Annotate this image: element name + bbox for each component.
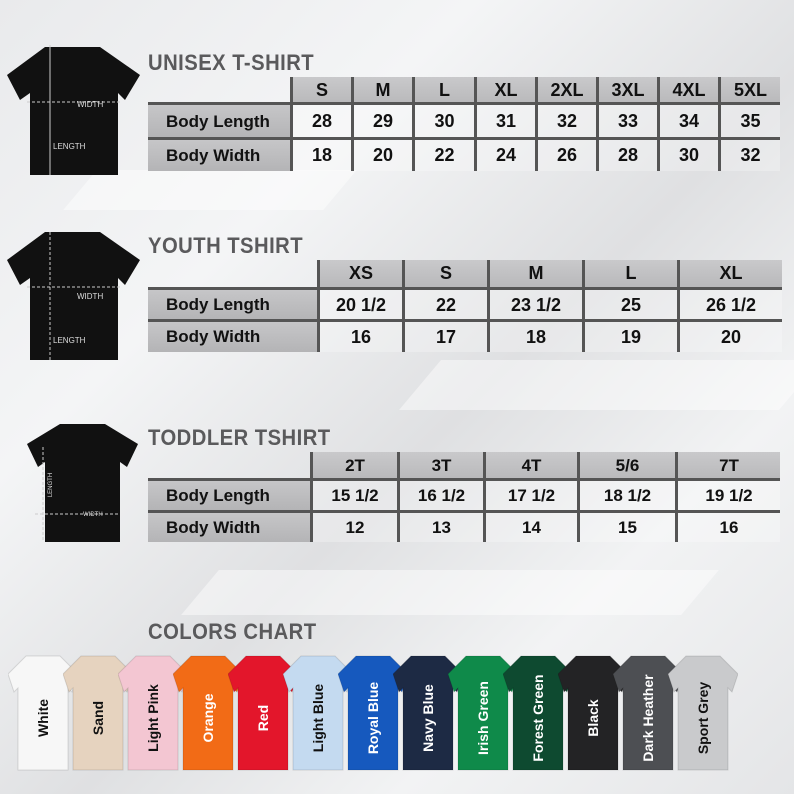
measurement-cell: 17 <box>402 322 487 352</box>
measurement-cell: 17 1/2 <box>483 481 577 510</box>
size-header: 5XL <box>718 77 780 103</box>
size-header: XS <box>317 260 402 287</box>
row-divider <box>148 510 780 513</box>
size-header: L <box>412 77 474 103</box>
size-header: L <box>582 260 677 287</box>
youth-title: YOUTH TSHIRT <box>148 233 304 258</box>
color-name: Light Blue <box>310 683 326 753</box>
measurement-cell: 28 <box>596 140 657 171</box>
size-header: 4XL <box>657 77 718 103</box>
color-name: Forest Green <box>530 674 546 762</box>
measurement-cell: 33 <box>596 105 657 138</box>
measurement-cell: 24 <box>474 140 535 171</box>
size-header: 5/6 <box>577 452 675 479</box>
size-header: 3T <box>397 452 483 479</box>
measurement-cell: 30 <box>412 105 474 138</box>
measurement-cell: 18 1/2 <box>577 481 675 510</box>
measurement-cell: 34 <box>657 105 718 138</box>
measurement-cell: 29 <box>351 105 412 138</box>
row-label: Body Width <box>148 140 290 171</box>
row-divider <box>148 102 780 105</box>
color-name: Red <box>255 704 271 732</box>
size-header: 7T <box>675 452 780 479</box>
size-header: M <box>351 77 412 103</box>
toddler-tshirt-diagram: WIDTH LENGTH <box>25 422 140 544</box>
size-header: S <box>402 260 487 287</box>
measurement-cell: 18 <box>290 140 351 171</box>
measurement-cell: 26 <box>535 140 596 171</box>
color-name: Dark Heather <box>640 674 656 762</box>
size-header: 2XL <box>535 77 596 103</box>
measurement-cell: 16 <box>317 322 402 352</box>
measurement-cell: 22 <box>412 140 474 171</box>
color-name: Navy Blue <box>420 684 436 752</box>
row-divider <box>148 137 780 140</box>
measurement-cell: 13 <box>397 513 483 542</box>
length-label: LENGTH <box>53 142 86 151</box>
unisex-title: UNISEX T-SHIRT <box>148 50 315 75</box>
measurement-cell: 31 <box>474 105 535 138</box>
row-divider <box>148 319 782 322</box>
color-name: White <box>35 698 51 738</box>
measurement-cell: 25 <box>582 290 677 320</box>
unisex-tshirt-diagram: WIDTH LENGTH <box>5 45 140 175</box>
color-swatch[interactable]: Sport Grey <box>667 652 739 772</box>
color-name: Royal Blue <box>365 681 381 755</box>
tshirt-icon <box>7 45 140 175</box>
row-label: Body Length <box>148 481 310 510</box>
size-header: M <box>487 260 582 287</box>
color-name: Black <box>585 699 601 737</box>
tshirt-icon <box>27 424 138 542</box>
measurement-cell: 30 <box>657 140 718 171</box>
row-label: Body Length <box>148 105 290 138</box>
size-header: S <box>290 77 351 103</box>
width-label: WIDTH <box>77 292 104 301</box>
tshirt-icon <box>667 655 739 771</box>
measurement-cell: 19 1/2 <box>675 481 780 510</box>
measurement-cell: 14 <box>483 513 577 542</box>
youth-tshirt-diagram: WIDTH LENGTH <box>5 230 140 360</box>
colors-title: COLORS CHART <box>148 619 317 644</box>
color-name: Sand <box>90 700 106 736</box>
measurement-cell: 28 <box>290 105 351 138</box>
toddler-title: TODDLER TSHIRT <box>148 425 331 450</box>
measurement-cell: 16 <box>675 513 780 542</box>
length-label: LENGTH <box>53 336 86 345</box>
measurement-cell: 15 <box>577 513 675 542</box>
row-divider <box>148 287 782 290</box>
color-name: Orange <box>200 693 216 743</box>
measurement-cell: 19 <box>582 322 677 352</box>
size-header: XL <box>474 77 535 103</box>
measurement-cell: 16 1/2 <box>397 481 483 510</box>
size-header: 4T <box>483 452 577 479</box>
measurement-cell: 32 <box>718 140 780 171</box>
color-name: Sport Grey <box>695 681 711 755</box>
measurement-cell: 32 <box>535 105 596 138</box>
row-label: Body Width <box>148 322 317 352</box>
size-header: XL <box>677 260 782 287</box>
length-label: LENGTH <box>48 472 55 498</box>
width-label: WIDTH <box>77 100 104 109</box>
size-header: 2T <box>310 452 397 479</box>
tshirt-icon <box>7 232 140 360</box>
measurement-cell: 12 <box>310 513 397 542</box>
row-label: Body Length <box>148 290 317 320</box>
measurement-cell: 22 <box>402 290 487 320</box>
measurement-cell: 20 1/2 <box>317 290 402 320</box>
color-name: Irish Green <box>475 681 491 755</box>
width-label: WIDTH <box>83 512 103 518</box>
measurement-cell: 15 1/2 <box>310 481 397 510</box>
measurement-cell: 20 <box>677 322 782 352</box>
size-header: 3XL <box>596 77 657 103</box>
row-divider <box>148 478 780 481</box>
measurement-cell: 20 <box>351 140 412 171</box>
row-label: Body Width <box>148 513 310 542</box>
measurement-cell: 18 <box>487 322 582 352</box>
measurement-cell: 35 <box>718 105 780 138</box>
measurement-cell: 23 1/2 <box>487 290 582 320</box>
color-name: Light Pink <box>145 684 161 752</box>
measurement-cell: 26 1/2 <box>677 290 782 320</box>
